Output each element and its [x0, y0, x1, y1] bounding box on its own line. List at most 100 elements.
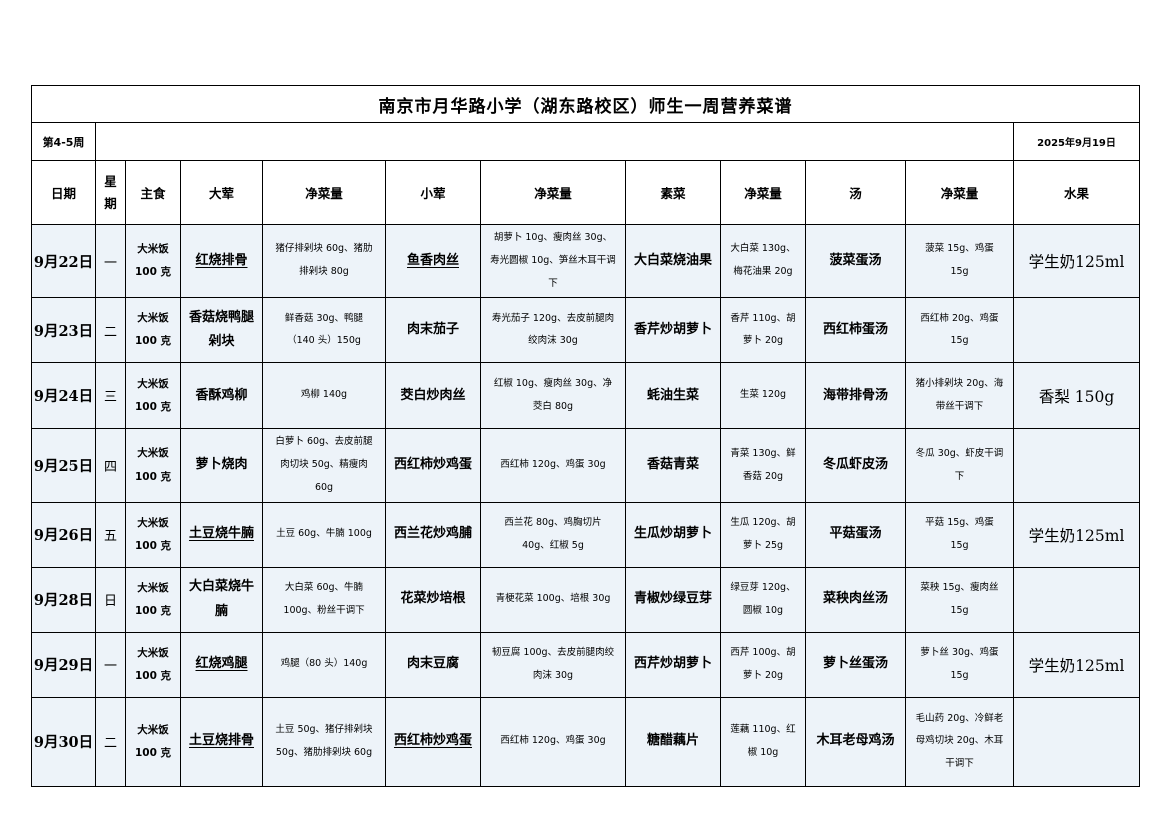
main-dish-cell: 红烧排骨 — [180, 223, 263, 299]
title-row: 南京市月华路小学（湖东路校区）师生一周营养菜谱 — [30, 85, 1141, 123]
soup-cell: 平菇蛋汤 — [805, 501, 906, 568]
main-dish-cell: 红烧鸡腿 — [180, 631, 263, 698]
side-dish-qty-cell: 胡萝卜 10g、瘦肉丝 30g、寿光圆椒 10g、笋丝木耳干调下 — [480, 223, 626, 299]
weekday-cell: 五 — [95, 501, 126, 568]
side-dish-qty-cell: 青梗花菜 100g、培根 30g — [480, 566, 626, 633]
menu-sheet: 南京市月华路小学（湖东路校区）师生一周营养菜谱 第4-5周 2025年9月19日… — [30, 85, 1141, 787]
soup-qty-cell: 冬瓜 30g、虾皮干调下 — [905, 428, 1014, 503]
veg-dish-cell: 香菇青菜 — [625, 428, 721, 503]
menu-row: 9月26日 五 大米饭 100 克 土豆烧牛腩 土豆 60g、牛腩 100g 西… — [31, 501, 1141, 568]
menu-row: 9月28日 日 大米饭 100 克 大白菜烧牛腩 大白菜 60g、牛腩 100g… — [31, 566, 1141, 633]
veg-dish-cell: 香芹炒胡萝卜 — [625, 297, 721, 364]
side-dish-qty-cell: 红椒 10g、瘦肉丝 30g、净茭白 80g — [480, 362, 626, 430]
col-header-side-qty: 净菜量 — [480, 160, 626, 225]
soup-qty-cell: 毛山药 20g、冷鲜老母鸡切块 20g、木耳干调下 — [905, 696, 1014, 787]
menu-row: 9月30日 二 大米饭 100 克 土豆烧排骨 土豆 50g、猪仔排剁块 50g… — [31, 696, 1141, 787]
menu-row: 9月25日 四 大米饭 100 克 萝卜烧肉 白萝卜 60g、去皮前腿肉切块 5… — [31, 428, 1141, 503]
date-cell: 9月28日 — [31, 566, 96, 633]
menu-row: 9月22日 一 大米饭 100 克 红烧排骨 猪仔排剁块 60g、猪肋排剁块 8… — [31, 223, 1141, 299]
side-dish-cell: 西兰花炒鸡脯 — [385, 501, 481, 568]
weekday-cell: 三 — [95, 362, 126, 430]
col-header-weekday: 星期 — [95, 160, 126, 225]
soup-qty-cell: 西红柿 20g、鸡蛋 15g — [905, 297, 1014, 364]
side-dish-qty-cell: 西红柿 120g、鸡蛋 30g — [480, 696, 626, 787]
date-cell: 9月30日 — [31, 696, 96, 787]
veg-dish-qty-cell: 绿豆芽 120g、圆椒 10g — [720, 566, 806, 633]
veg-dish-cell: 大白菜烧油果 — [625, 223, 721, 299]
soup-qty-cell: 菠菜 15g、鸡蛋 15g — [905, 223, 1014, 299]
weekday-cell: 四 — [95, 428, 126, 503]
veg-dish-qty-cell: 青菜 130g、鲜香菇 20g — [720, 428, 806, 503]
weekday-cell: 二 — [95, 297, 126, 364]
veg-dish-qty-cell: 西芹 100g、胡萝卜 20g — [720, 631, 806, 698]
main-dish-qty-cell: 土豆 60g、牛腩 100g — [262, 501, 386, 568]
side-dish-cell: 西红柿炒鸡蛋 — [385, 428, 481, 503]
soup-cell: 冬瓜虾皮汤 — [805, 428, 906, 503]
col-header-date: 日期 — [31, 160, 96, 225]
main-dish-qty-cell: 白萝卜 60g、去皮前腿肉切块 50g、精瘦肉 60g — [262, 428, 386, 503]
staple-cell: 大米饭 100 克 — [125, 428, 181, 503]
staple-cell: 大米饭 100 克 — [125, 696, 181, 787]
fruit-cell — [1012, 696, 1141, 787]
col-header-weekday-label: 星期 — [104, 174, 117, 211]
veg-dish-qty-cell: 大白菜 130g、梅花油果 20g — [720, 223, 806, 299]
main-dish-cell: 香酥鸡柳 — [180, 362, 263, 430]
main-dish-qty-cell: 土豆 50g、猪仔排剁块 50g、猪肋排剁块 60g — [262, 696, 386, 787]
soup-qty-cell: 萝卜丝 30g、鸡蛋 15g — [905, 631, 1014, 698]
staple-cell: 大米饭 100 克 — [125, 362, 181, 430]
veg-dish-qty-cell: 莲藕 110g、红椒 10g — [720, 696, 806, 787]
menu-row: 9月29日 一 大米饭 100 克 红烧鸡腿 鸡腿（80 头）140g 肉末豆腐… — [31, 631, 1141, 698]
main-dish-cell: 香菇烧鸭腿剁块 — [180, 297, 263, 364]
col-header-side-dish: 小荤 — [385, 160, 481, 225]
main-dish-cell: 大白菜烧牛腩 — [180, 566, 263, 633]
side-dish-cell: 西红柿炒鸡蛋 — [385, 696, 481, 787]
soup-qty-cell: 菜秧 15g、瘦肉丝 15g — [905, 566, 1014, 633]
staple-cell: 大米饭 100 克 — [125, 501, 181, 568]
main-dish-qty-cell: 猪仔排剁块 60g、猪肋排剁块 80g — [262, 223, 386, 299]
week-row: 第4-5周 2025年9月19日 — [31, 122, 1141, 161]
soup-qty-cell: 平菇 15g、鸡蛋 15g — [905, 501, 1014, 568]
soup-cell: 萝卜丝蛋汤 — [805, 631, 906, 698]
col-header-staple: 主食 — [125, 160, 181, 225]
issue-date: 2025年9月19日 — [1012, 122, 1141, 161]
side-dish-qty-cell: 西红柿 120g、鸡蛋 30g — [480, 428, 626, 503]
side-dish-cell: 花菜炒培根 — [385, 566, 481, 633]
col-header-soup-qty: 净菜量 — [905, 160, 1014, 225]
main-dish-cell: 萝卜烧肉 — [180, 428, 263, 503]
side-dish-cell: 肉末豆腐 — [385, 631, 481, 698]
soup-cell: 海带排骨汤 — [805, 362, 906, 430]
fruit-cell: 学生奶125ml — [1012, 501, 1141, 568]
fruit-cell — [1012, 566, 1141, 633]
col-header-main-dish: 大荤 — [180, 160, 263, 225]
col-header-soup: 汤 — [805, 160, 906, 225]
staple-cell: 大米饭 100 克 — [125, 631, 181, 698]
veg-dish-qty-cell: 生瓜 120g、胡萝卜 25g — [720, 501, 806, 568]
veg-dish-qty-cell: 生菜 120g — [720, 362, 806, 430]
main-dish-qty-cell: 鸡柳 140g — [262, 362, 386, 430]
menu-row: 9月24日 三 大米饭 100 克 香酥鸡柳 鸡柳 140g 茭白炒肉丝 红椒 … — [31, 362, 1141, 430]
soup-cell: 菠菜蛋汤 — [805, 223, 906, 299]
fruit-cell — [1012, 428, 1141, 503]
weekday-cell: 二 — [95, 696, 126, 787]
fruit-cell: 学生奶125ml — [1012, 631, 1141, 698]
veg-dish-cell: 生瓜炒胡萝卜 — [625, 501, 721, 568]
date-cell: 9月25日 — [31, 428, 96, 503]
veg-dish-cell: 糖醋藕片 — [625, 696, 721, 787]
staple-cell: 大米饭 100 克 — [125, 566, 181, 633]
column-header-row: 日期 星期 主食 大荤 净菜量 小荤 净菜量 素菜 净菜量 汤 净菜量 水果 — [31, 160, 1141, 225]
menu-row: 9月23日 二 大米饭 100 克 香菇烧鸭腿剁块 鲜香菇 30g、鸭腿（140… — [31, 297, 1141, 364]
veg-dish-qty-cell: 香芹 110g、胡萝卜 20g — [720, 297, 806, 364]
weekday-cell: 一 — [95, 631, 126, 698]
date-cell: 9月22日 — [31, 223, 96, 299]
weekday-cell: 日 — [95, 566, 126, 633]
soup-cell: 菜秧肉丝汤 — [805, 566, 906, 633]
menu-table: 南京市月华路小学（湖东路校区）师生一周营养菜谱 第4-5周 2025年9月19日… — [30, 85, 1141, 787]
fruit-cell — [1012, 297, 1141, 364]
col-header-fruit: 水果 — [1012, 160, 1141, 225]
week-label: 第4-5周 — [31, 122, 96, 161]
main-dish-cell: 土豆烧排骨 — [180, 696, 263, 787]
page-title: 南京市月华路小学（湖东路校区）师生一周营养菜谱 — [30, 85, 1141, 123]
side-dish-qty-cell: 寿光茄子 120g、去皮前腿肉绞肉沫 30g — [480, 297, 626, 364]
date-cell: 9月23日 — [31, 297, 96, 364]
date-cell: 9月26日 — [31, 501, 96, 568]
